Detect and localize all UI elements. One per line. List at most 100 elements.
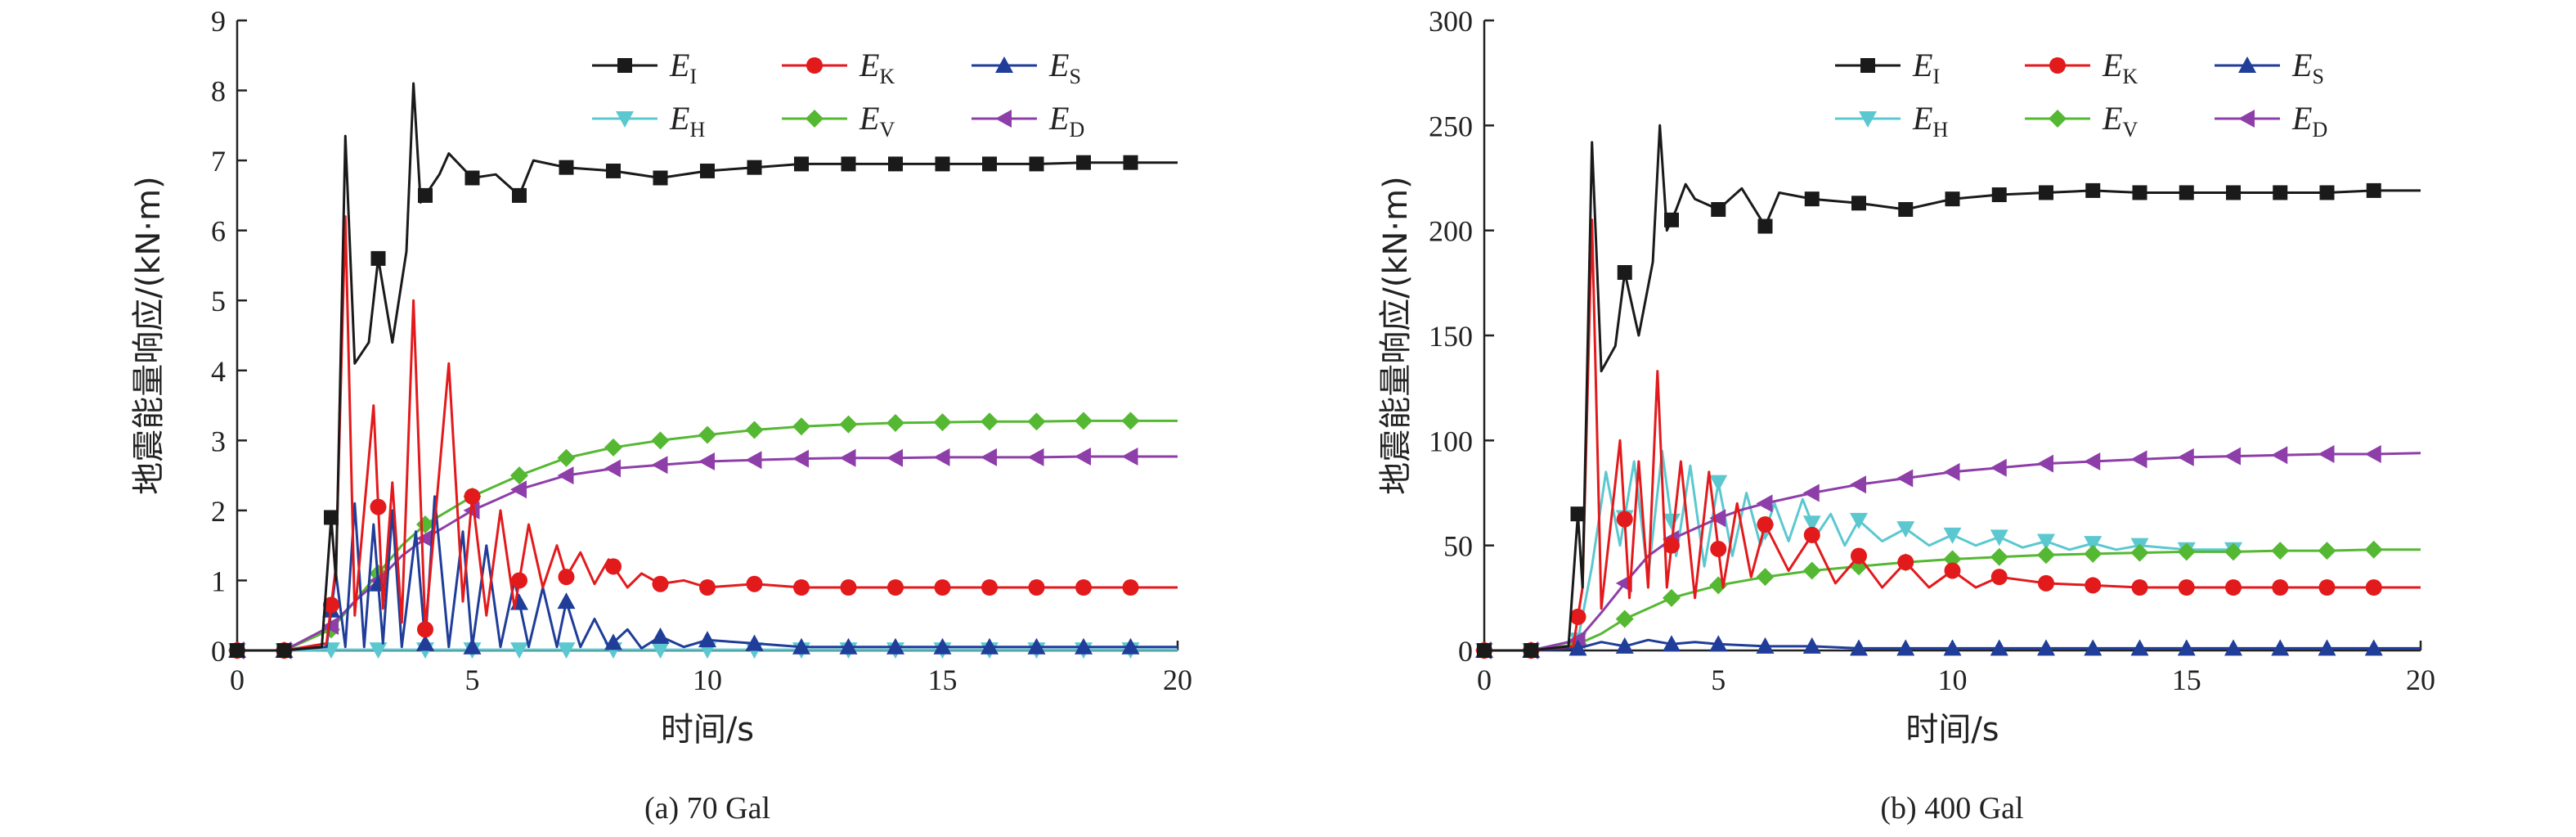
data-point (2085, 182, 2101, 198)
x-tick-label: 5 (465, 664, 480, 696)
x-tick-label: 15 (2172, 664, 2201, 696)
data-point (653, 170, 668, 186)
data-point (510, 642, 528, 659)
legend-entry-ES: ES (2215, 47, 2324, 88)
data-point (981, 579, 998, 596)
data-point (2038, 574, 2054, 592)
data-point (1029, 156, 1044, 172)
series-line (237, 82, 1178, 652)
data-point (1121, 412, 1140, 430)
data-point (1615, 610, 1634, 628)
data-point (1121, 448, 1138, 466)
series-line (237, 495, 1178, 652)
data-point (416, 634, 434, 651)
data-point (793, 579, 810, 596)
panel-caption: (a) 70 Gal (644, 791, 770, 826)
data-point (2364, 445, 2381, 464)
data-point (1802, 515, 1821, 533)
legend-label: ED (1048, 100, 1084, 142)
data-point (1943, 527, 1962, 544)
x-tick-label: 10 (1938, 664, 1968, 696)
legend-label: EK (859, 47, 895, 88)
legend-marker (1860, 58, 1875, 73)
data-point (2225, 579, 2242, 596)
data-point (2271, 446, 2288, 465)
legend-entry-ED: ED (972, 100, 1084, 142)
legend-label: EV (859, 100, 895, 142)
y-tick-label: 6 (211, 215, 226, 248)
data-point (700, 163, 715, 178)
data-point (792, 417, 810, 436)
data-point (276, 643, 292, 658)
series-ES (228, 495, 1178, 658)
data-point (510, 480, 527, 499)
data-point (1710, 540, 1727, 557)
data-point (1990, 458, 2007, 477)
legend-marker (1859, 111, 1877, 128)
y-tick-label: 2 (211, 495, 226, 528)
data-point (2364, 540, 2383, 559)
data-point (934, 579, 951, 596)
legend-entry-EH: EH (592, 100, 705, 142)
data-point (1709, 475, 1728, 492)
y-tick-label: 50 (1443, 530, 1473, 563)
data-point (1075, 412, 1093, 430)
legend-entry-EH: EH (1835, 100, 1948, 142)
data-point (2037, 533, 2055, 551)
data-point (1121, 637, 1140, 655)
data-point (1756, 494, 1773, 513)
y-tick-label: 250 (1429, 110, 1473, 142)
data-point (1617, 265, 1632, 280)
legend-marker (995, 110, 1012, 128)
data-point (1756, 568, 1775, 587)
legend-label: ES (1048, 47, 1081, 88)
y-tick-label: 4 (211, 355, 226, 388)
data-point (1570, 506, 1586, 522)
data-point (1896, 469, 1914, 488)
data-point (886, 637, 904, 655)
data-point (698, 425, 716, 444)
data-point (1851, 547, 1867, 565)
data-point (745, 634, 764, 651)
data-point (604, 633, 622, 650)
x-tick-label: 15 (928, 664, 958, 696)
chart-panel-2: 0 5 10 15 20050100150200250300时间/s地震能量响应/(kN… (1377, 5, 2435, 826)
data-point (1990, 639, 2008, 656)
x-tick-label: 20 (2406, 664, 2435, 696)
data-point (416, 529, 433, 548)
data-point (557, 448, 576, 467)
data-point (2224, 639, 2242, 656)
data-point (839, 415, 858, 434)
data-point (2271, 542, 2290, 560)
data-point (1943, 462, 1960, 481)
x-tick-label: 20 (1163, 664, 1192, 696)
data-point (981, 637, 999, 655)
data-point (512, 187, 527, 203)
legend-label: EV (2102, 100, 2138, 142)
data-point (1027, 448, 1044, 466)
data-point (1123, 155, 1138, 170)
data-point (557, 592, 576, 610)
series-EK (229, 215, 1178, 659)
data-point (935, 156, 950, 172)
legend-label: EH (1912, 100, 1948, 142)
legend-marker (2238, 110, 2255, 128)
x-tick-label: 0 (230, 664, 245, 696)
data-point (2319, 185, 2335, 200)
data-point (933, 413, 952, 432)
legend-marker (617, 58, 632, 73)
data-point (746, 575, 763, 592)
data-point (604, 438, 622, 457)
data-point (981, 412, 999, 431)
series-EV (1475, 540, 2421, 659)
data-point (2037, 546, 2055, 565)
data-point (888, 156, 903, 172)
data-point (230, 643, 245, 658)
y-axis-title: 地震能量响应/(kN·m) (130, 176, 168, 494)
data-point (1850, 512, 1868, 529)
data-point (1709, 635, 1728, 652)
x-tick-label: 0 (1477, 664, 1492, 696)
series-EI (1477, 124, 2421, 658)
data-point (2132, 185, 2147, 200)
data-point (792, 449, 809, 468)
